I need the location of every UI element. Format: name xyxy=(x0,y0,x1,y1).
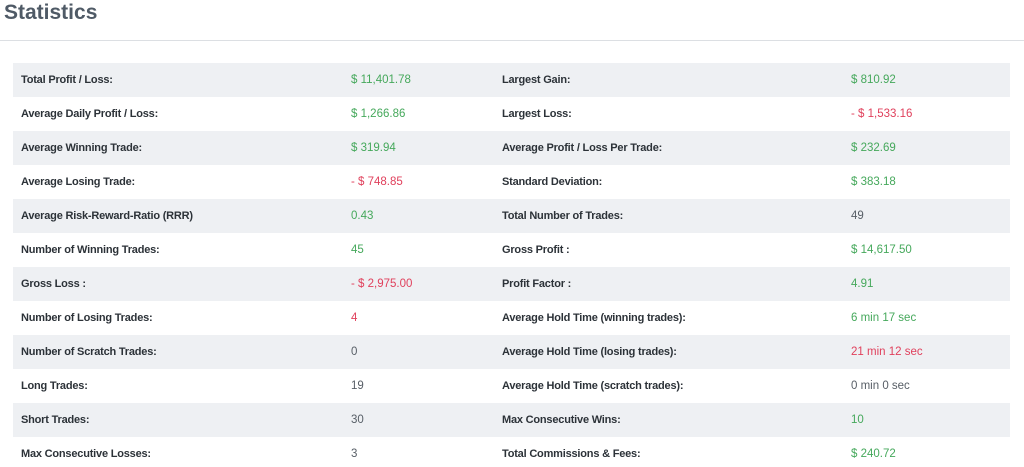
stat-label: Largest Loss: xyxy=(502,108,572,120)
stat-row: Average Daily Profit / Loss: $ 1,266.86 … xyxy=(13,97,1010,131)
stat-label: Average Hold Time (winning trades): xyxy=(502,312,686,324)
page-header: Statistics xyxy=(0,0,1024,41)
stat-row: Number of Winning Trades: 45 Gross Profi… xyxy=(13,233,1010,267)
stat-row: Number of Scratch Trades: 0 Average Hold… xyxy=(13,335,1010,369)
stat-label: Total Profit / Loss: xyxy=(21,74,113,86)
stat-value: 0 xyxy=(351,346,358,358)
stat-value: $ 810.92 xyxy=(851,74,896,86)
stat-value: 6 min 17 sec xyxy=(851,312,917,324)
stat-row: Average Losing Trade: - $ 748.85 Standar… xyxy=(13,165,1010,199)
stat-value: 49 xyxy=(851,210,864,222)
stat-label: Average Hold Time (scratch trades): xyxy=(502,380,684,392)
stat-value: 10 xyxy=(851,414,864,426)
stat-value: - $ 1,533.16 xyxy=(851,108,913,120)
stat-label: Long Trades: xyxy=(21,380,88,392)
stat-label: Number of Losing Trades: xyxy=(21,312,153,324)
stat-value: - $ 748.85 xyxy=(351,176,403,188)
stat-label: Number of Winning Trades: xyxy=(21,244,160,256)
stat-value: 19 xyxy=(351,380,364,392)
stat-label: Short Trades: xyxy=(21,414,90,426)
stat-label: Total Number of Trades: xyxy=(502,210,624,222)
stat-value: 45 xyxy=(351,244,364,256)
stat-value: $ 319.94 xyxy=(351,142,396,154)
page-title: Statistics xyxy=(4,1,98,24)
stat-row: Number of Losing Trades: 4 Average Hold … xyxy=(13,301,1010,335)
stat-label: Total Commissions & Fees: xyxy=(502,448,641,460)
stat-row: Total Profit / Loss: $ 11,401.78 Largest… xyxy=(13,63,1010,97)
stat-value: $ 232.69 xyxy=(851,142,896,154)
stat-value: 30 xyxy=(351,414,364,426)
stat-value: 3 xyxy=(351,448,358,460)
stat-label: Max Consecutive Losses: xyxy=(21,448,151,460)
stat-label: Average Hold Time (losing trades): xyxy=(502,346,677,358)
stat-row: Average Winning Trade: $ 319.94 Average … xyxy=(13,131,1010,165)
stat-label: Largest Gain: xyxy=(502,74,571,86)
stat-label: Average Risk-Reward-Ratio (RRR) xyxy=(21,210,193,222)
stat-value: 0.43 xyxy=(351,210,374,222)
stat-label: Average Winning Trade: xyxy=(21,142,143,154)
stat-value: $ 240.72 xyxy=(851,448,896,460)
stat-label: Number of Scratch Trades: xyxy=(21,346,157,358)
stat-row: Long Trades: 19 Average Hold Time (scrat… xyxy=(13,369,1010,403)
stat-value: $ 383.18 xyxy=(851,176,896,188)
stat-value: $ 14,617.50 xyxy=(851,244,912,256)
stat-label: Average Daily Profit / Loss: xyxy=(21,108,159,120)
stat-value: $ 1,266.86 xyxy=(351,108,406,120)
stat-label: Profit Factor : xyxy=(502,278,572,290)
stat-value: - $ 2,975.00 xyxy=(351,278,413,290)
stat-value: 4.91 xyxy=(851,278,874,290)
stat-label: Average Losing Trade: xyxy=(21,176,135,188)
statistics-table: Total Profit / Loss: $ 11,401.78 Largest… xyxy=(13,63,1010,467)
stat-label: Max Consecutive Wins: xyxy=(502,414,621,426)
stat-row: Max Consecutive Losses: 3 Total Commissi… xyxy=(13,437,1010,467)
stat-row: Gross Loss : - $ 2,975.00 Profit Factor … xyxy=(13,267,1010,301)
stat-label: Standard Deviation: xyxy=(502,176,603,188)
stat-row: Short Trades: 30 Max Consecutive Wins: 1… xyxy=(13,403,1010,437)
stat-value: $ 11,401.78 xyxy=(351,74,411,86)
stat-label: Average Profit / Loss Per Trade: xyxy=(502,142,663,154)
stat-value: 21 min 12 sec xyxy=(851,346,923,358)
stat-label: Gross Loss : xyxy=(21,278,86,290)
stat-label: Gross Profit : xyxy=(502,244,570,256)
stat-value: 0 min 0 sec xyxy=(851,380,910,392)
stat-value: 4 xyxy=(351,312,358,324)
stat-row: Average Risk-Reward-Ratio (RRR) 0.43 Tot… xyxy=(13,199,1010,233)
